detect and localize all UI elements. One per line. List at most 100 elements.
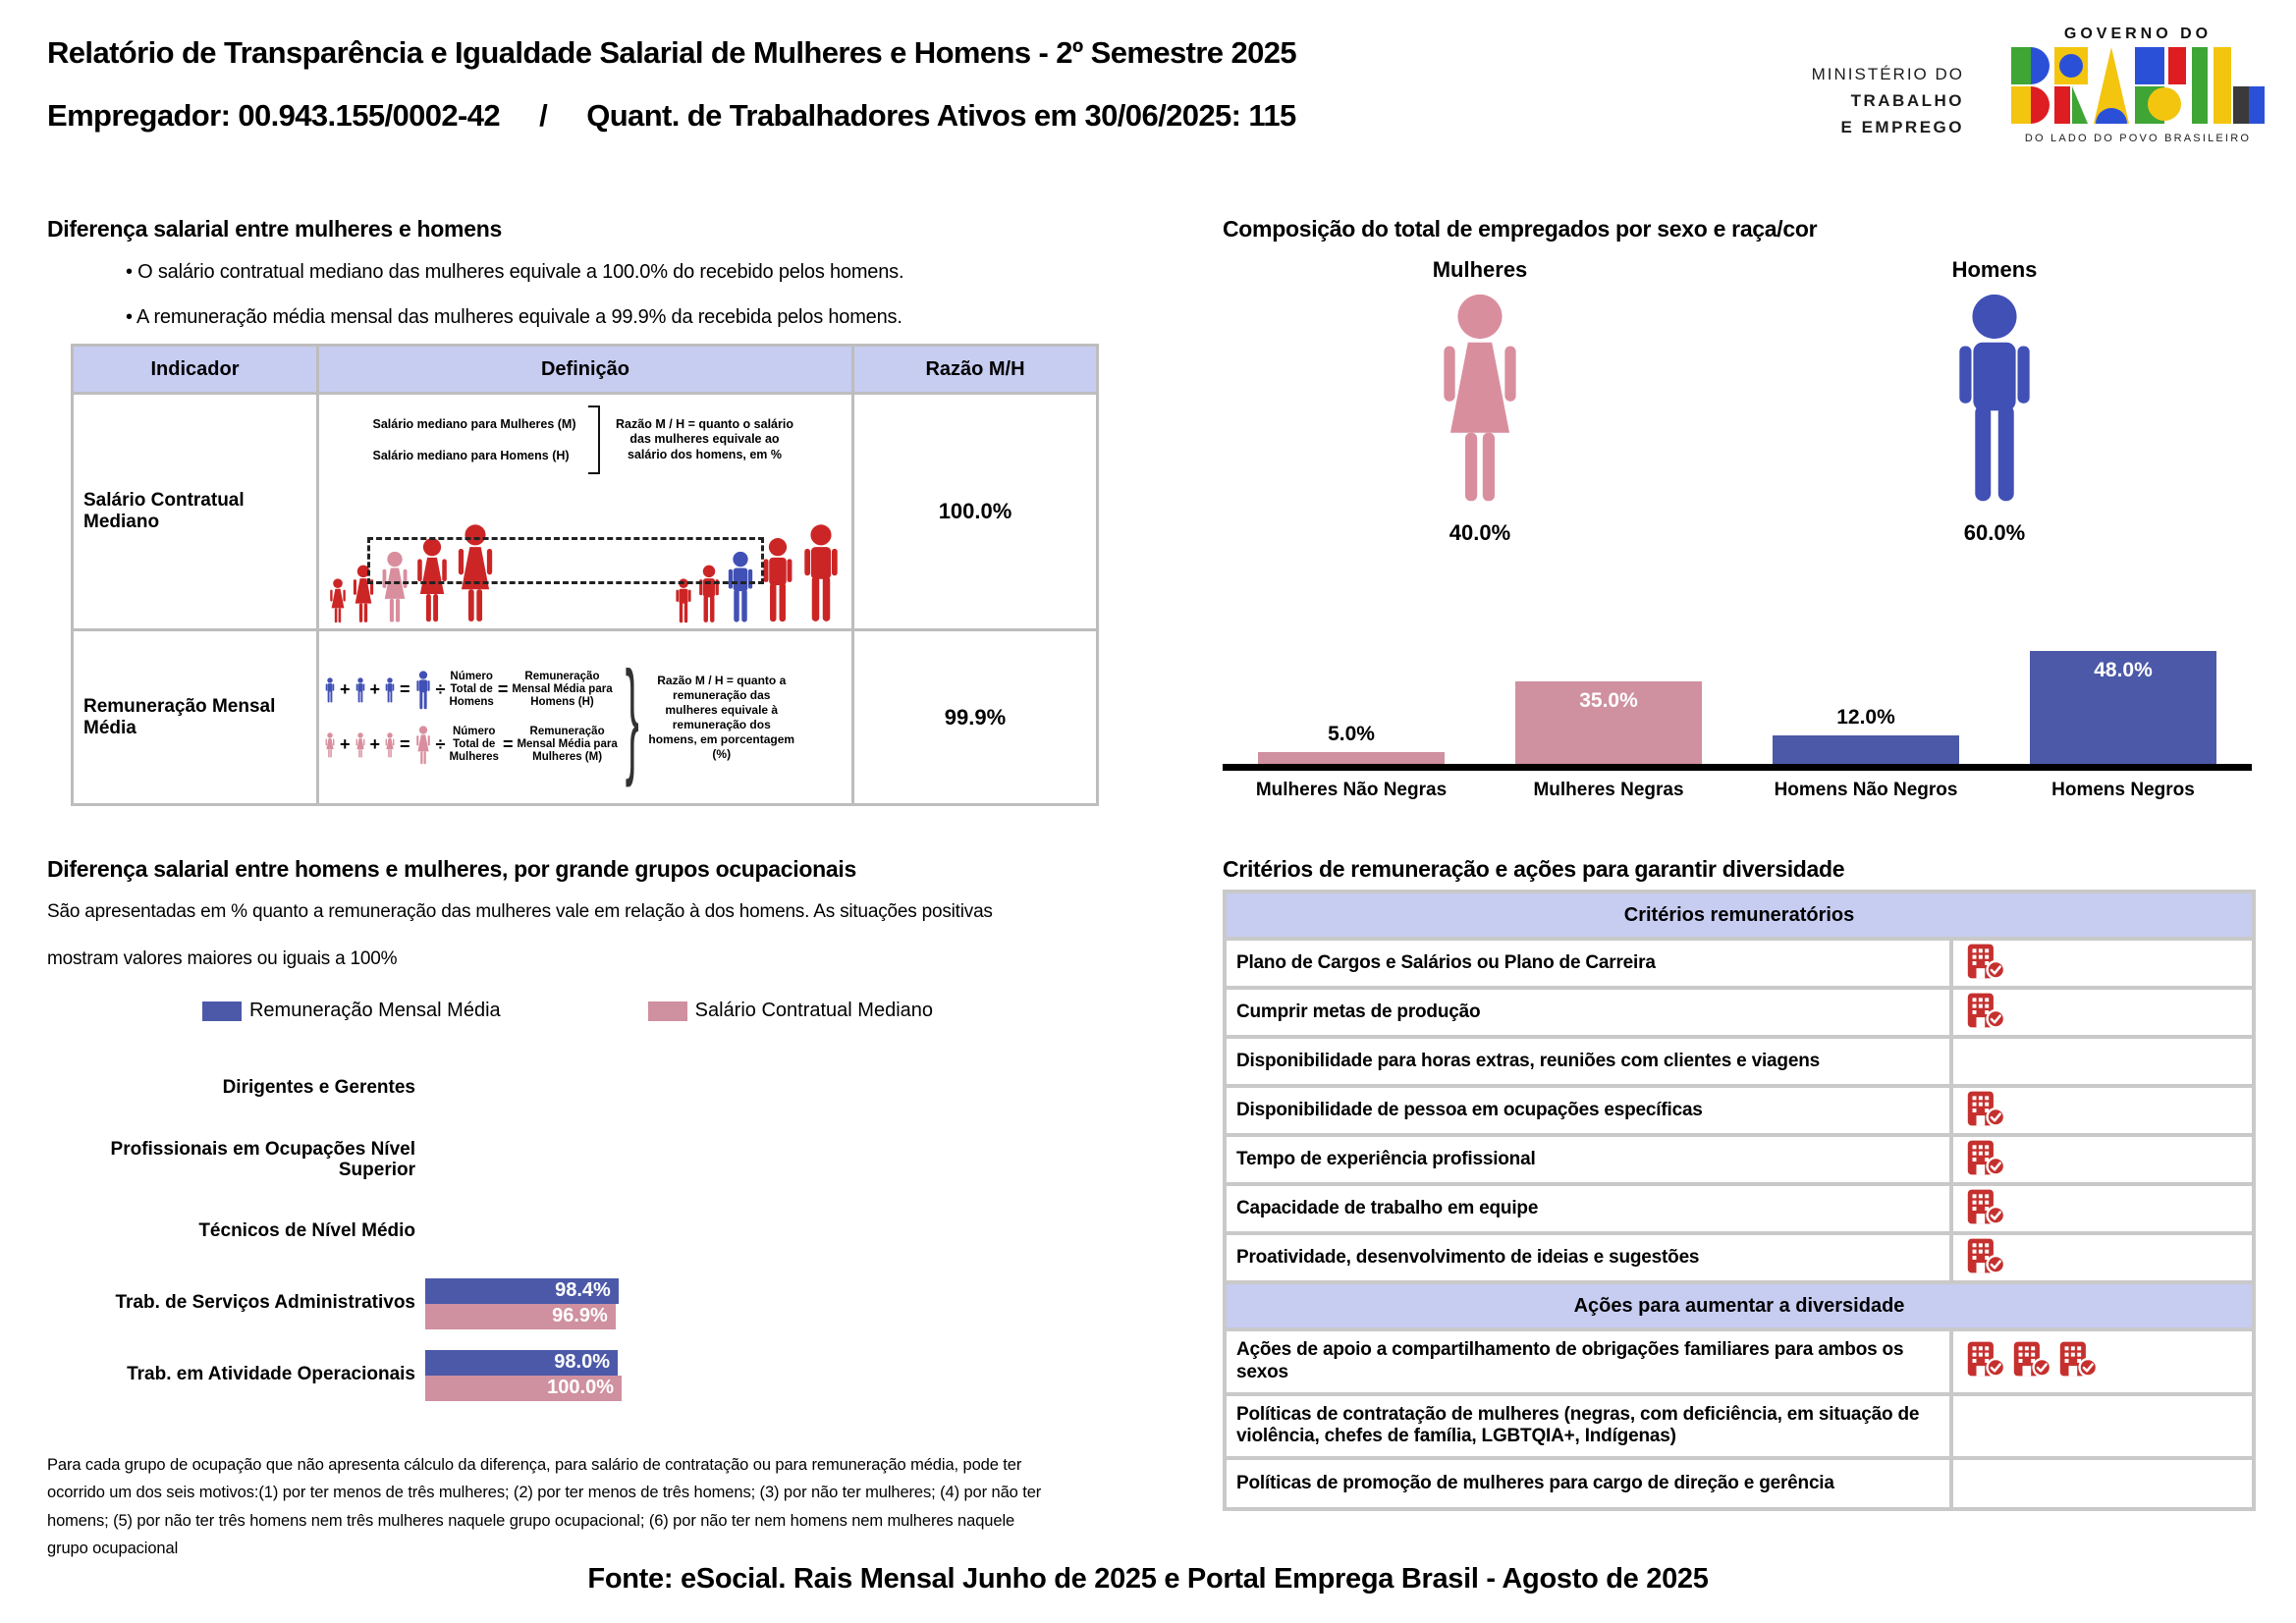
bar-column: 35.0% — [1480, 546, 1737, 764]
man-icon — [759, 537, 796, 623]
criteria-header-1: Critérios remuneratórios — [1222, 890, 2257, 941]
man-figure-icon — [1947, 293, 2042, 505]
criteria-header-2: Ações para aumentar a diversidade — [1222, 1280, 2257, 1331]
col-header-indicador: Indicador — [71, 344, 319, 395]
occ-category-label: Trab. em Atividade Operacionais — [127, 1364, 415, 1385]
plus-sign: + — [369, 734, 381, 754]
criteria-row-label: Plano de Cargos e Salários ou Plano de C… — [1223, 937, 1953, 990]
equals-sign: = — [502, 734, 514, 754]
man-icon — [355, 677, 366, 703]
men-mean-formula: + + = ÷ Número Total de Homens = Remuner… — [324, 671, 618, 710]
median-women-label: Salário mediano para Mulheres (M) — [372, 417, 576, 431]
occupational-bar-chart: Dirigentes e Gerentes Profissionais em O… — [47, 1053, 1088, 1411]
man-icon — [799, 523, 843, 623]
category-label: Mulheres Não Negras — [1255, 780, 1448, 800]
man-icon — [324, 677, 336, 703]
women-mean-formula: + + = ÷ Número Total de Mulheres = Remun… — [324, 726, 618, 765]
ministry-line1: MINISTÉRIO DO — [1811, 65, 1964, 83]
occupational-legend: Remuneração Mensal Média Salário Contrat… — [47, 1000, 1088, 1022]
row2-indicator: Remuneração Mensal Média — [71, 628, 319, 806]
woman-icon — [328, 578, 348, 623]
category-label: Homens Negros — [2051, 780, 2195, 800]
occ-bars-group: 98.4% 96.9% — [425, 1277, 619, 1329]
composition-pictograms: Mulheres 40.0% Homens 60.0% — [1223, 257, 2252, 546]
legend-label: Remuneração Mensal Média — [248, 1000, 501, 1021]
criteria-row-label: Cumprir metas de produção — [1223, 986, 1953, 1039]
women-divisor-label: Número Total de Mulheres — [449, 725, 499, 764]
building-check-icon — [1965, 943, 2006, 980]
woman-icon — [355, 732, 366, 758]
salary-indicator-table: Indicador Definição Razão M/H Salário Co… — [71, 344, 1099, 806]
bar-value-label: 48.0% — [2094, 658, 2153, 681]
brace: } — [625, 644, 639, 787]
criteria-row-icons — [1948, 1391, 2257, 1461]
building-check-icon — [2057, 1340, 2099, 1378]
criteria-row-label: Políticas de contratação de mulheres (ne… — [1223, 1391, 1953, 1461]
men-percentage: 60.0% — [1963, 520, 2026, 545]
hbar-salario: 100.0% — [425, 1375, 622, 1401]
hbar-value-label: 98.4% — [555, 1279, 611, 1301]
category-label: Homens Não Negros — [1774, 780, 1958, 800]
criteria-row-label: Tempo de experiência profissional — [1223, 1133, 1953, 1186]
ministry-logo: MINISTÉRIO DO TRABALHO E EMPREGO — [1611, 61, 1964, 140]
employer-line: Empregador: 00.943.155/0002-42 / Quant. … — [47, 98, 1296, 133]
composition-title: Composição do total de empregados por se… — [1223, 216, 1818, 242]
occ-category-label: Profissionais em Ocupações Nível Superio… — [110, 1138, 415, 1180]
equals-sign: = — [400, 734, 410, 754]
source-footer: Fonte: eSocial. Rais Mensal Junho de 202… — [587, 1563, 1709, 1595]
criteria-row-icons — [1948, 1456, 2257, 1512]
composition-category-labels: Mulheres Não Negras Mulheres Negras Home… — [1223, 780, 2252, 801]
occ-row: Técnicos de Nível Médio — [47, 1196, 1088, 1268]
men-share: Homens 60.0% — [1737, 257, 2252, 546]
bar-value-label: 5.0% — [1328, 723, 1375, 745]
bar-homens-negros: 48.0% — [2030, 650, 2216, 764]
woman-icon — [384, 732, 396, 758]
building-check-icon — [1965, 1237, 2006, 1274]
occ-category-label: Dirigentes e Gerentes — [222, 1077, 415, 1099]
women-share: Mulheres 40.0% — [1223, 257, 1737, 546]
bracket — [587, 406, 600, 474]
occupational-subtitle-2: mostram valores maiores ou iguais a 100% — [47, 948, 398, 969]
category-label: Mulheres Negras — [1533, 780, 1684, 800]
occ-bars-group: 98.0% 100.0% — [425, 1349, 622, 1401]
salary-diff-title: Diferença salarial entre mulheres e home… — [47, 216, 502, 242]
criteria-row-label: Disponibilidade para horas extras, reuni… — [1223, 1035, 1953, 1088]
divide-sign: ÷ — [435, 679, 446, 699]
men-label: Homens — [1951, 257, 2038, 282]
building-check-icon — [1965, 1090, 2006, 1127]
gov-logo-top-text: GOVERNO DO — [2063, 26, 2213, 42]
ministry-line2: TRABALHO — [1850, 91, 1964, 110]
occ-row: Dirigentes e Gerentes — [47, 1053, 1088, 1124]
plus-sign: + — [340, 679, 351, 699]
row1-indicator: Salário Contratual Mediano — [71, 392, 319, 631]
salary-diff-bullet-1: • O salário contratual mediano das mulhe… — [126, 261, 904, 283]
occ-row: Trab. em Atividade Operacionais 98.0% 10… — [47, 1339, 1088, 1411]
hbar-value-label: 98.0% — [554, 1351, 610, 1373]
row2-definition-diagram: + + = ÷ Número Total de Homens = Remuner… — [316, 628, 854, 806]
bar-value-label: 12.0% — [1836, 706, 1895, 730]
row2-ratio-value: 99.9% — [851, 628, 1099, 806]
bar-homens-nao-negros — [1773, 735, 1959, 764]
women-percentage: 40.0% — [1449, 520, 1511, 545]
page-title: Relatório de Transparência e Igualdade S… — [47, 35, 1297, 70]
criteria-row-label: Ações de apoio a compartilhamento de obr… — [1223, 1327, 1953, 1396]
bar-column: 5.0% — [1223, 546, 1480, 764]
criteria-row-icons — [1948, 1035, 2257, 1088]
criteria-row-label: Disponibilidade de pessoa em ocupações e… — [1223, 1084, 1953, 1137]
criteria-row-icons — [1948, 937, 2257, 990]
row1-definition-diagram: Salário mediano para Mulheres (M) Salári… — [316, 392, 854, 631]
bar-value-label: 35.0% — [1579, 689, 1638, 712]
gov-logo-tagline: DO LADO DO POVO BRASILEIRO — [2024, 133, 2252, 144]
governo-do-brasil-logo: GOVERNO DO DO LADO DO POVO BRASILEIRO — [1995, 26, 2280, 144]
building-check-icon — [1965, 1340, 2006, 1378]
woman-icon — [324, 732, 336, 758]
occ-row: Trab. de Serviços Administrativos 98.4% … — [47, 1268, 1088, 1339]
bar-column: 48.0% — [1995, 546, 2252, 764]
occupational-footnote: Para cada grupo de ocupação que não apre… — [47, 1456, 1042, 1558]
row2-ratio-note: Razão M / H = quanto a remuneração das m… — [648, 673, 795, 761]
row1-ratio-value: 100.0% — [851, 392, 1099, 631]
equals-sign: = — [497, 679, 509, 699]
building-check-icon — [1965, 992, 2006, 1029]
building-check-icon — [1965, 1188, 2006, 1225]
